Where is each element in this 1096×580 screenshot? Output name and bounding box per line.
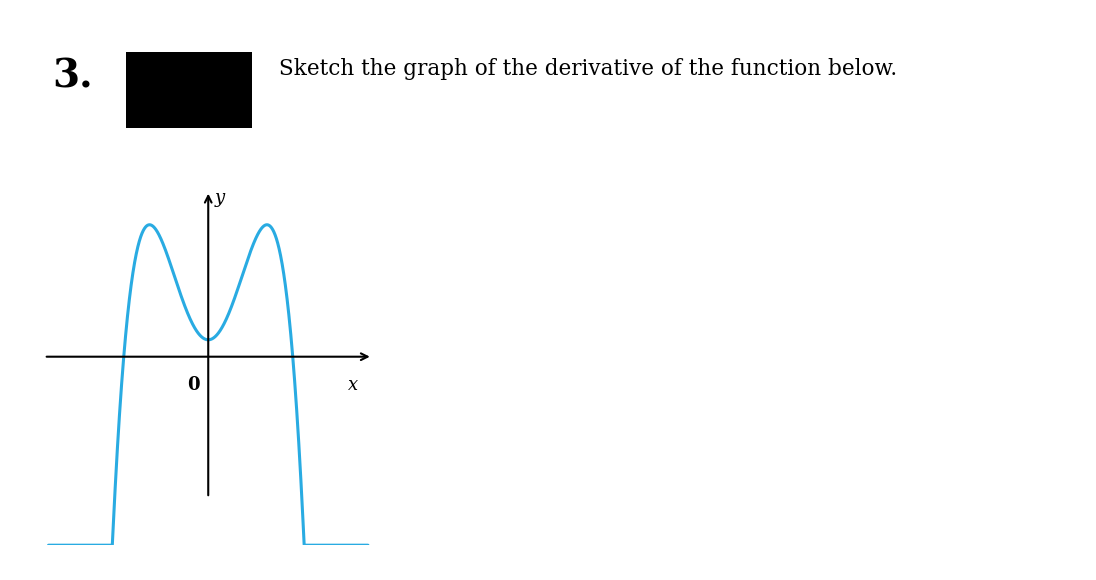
Text: x: x <box>347 376 358 394</box>
Text: Sketch the graph of the derivative of the function below.: Sketch the graph of the derivative of th… <box>279 58 898 80</box>
Text: 3.: 3. <box>53 58 93 96</box>
Text: 0: 0 <box>187 376 199 394</box>
Text: y: y <box>215 189 225 208</box>
